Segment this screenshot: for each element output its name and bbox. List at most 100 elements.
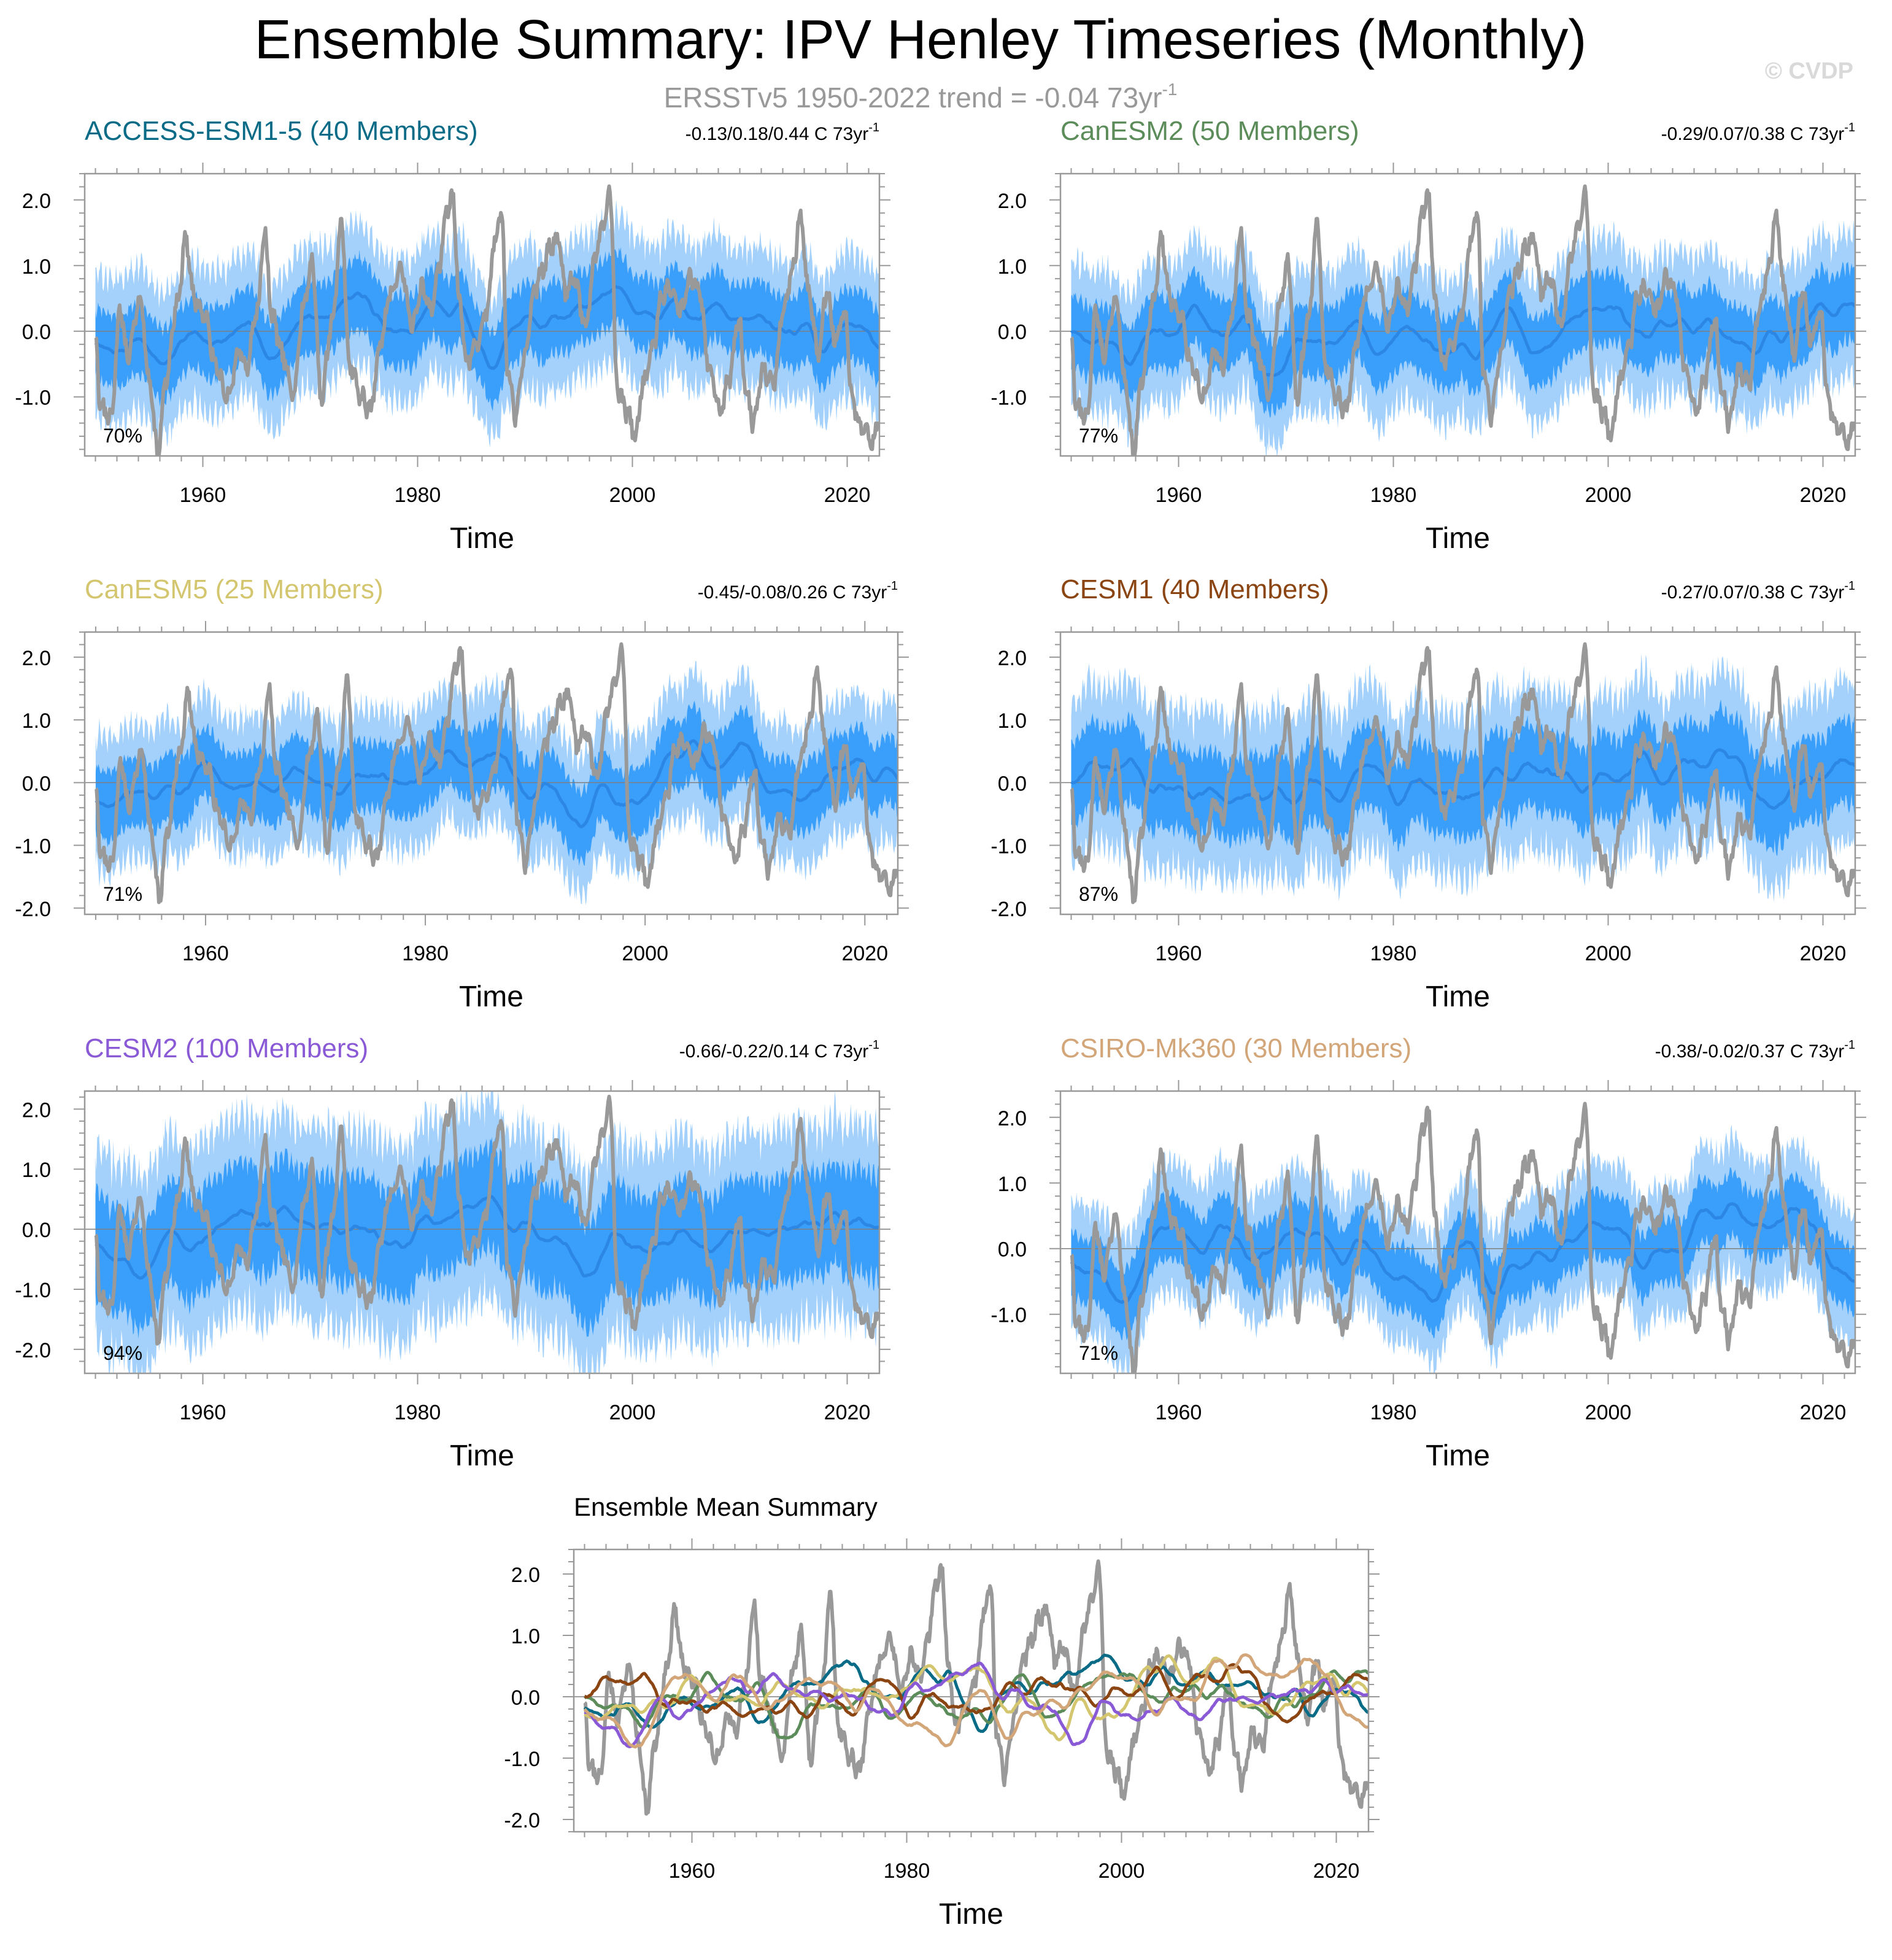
- panels-group: -1.0 0.0 1.0 2.0 1960 1980 2000 2020 Time ACCESS-…: [15, 116, 1866, 1931]
- x-tick-label: 2000: [1585, 484, 1632, 507]
- x-tick-label: 1980: [395, 1401, 441, 1424]
- x-tick-label: 1980: [1370, 1401, 1417, 1424]
- x-tick-label: 1960: [1156, 484, 1202, 507]
- y-tick-label: 2.0: [22, 190, 51, 213]
- trend-text: -0.38/-0.02/0.37 C 73yr: [1655, 1041, 1845, 1062]
- trend-label: -0.66/-0.22/0.14 C 73yr-1: [679, 1038, 879, 1062]
- subtitle-superscript: -1: [1162, 80, 1177, 99]
- trend-label: -0.13/0.18/0.44 C 73yr-1: [685, 121, 879, 144]
- y-tick-label: -1.0: [990, 835, 1027, 858]
- x-tick-label: 1980: [1370, 942, 1417, 965]
- x-tick-label: 2020: [1800, 1401, 1847, 1424]
- plot-area: [1060, 1102, 1855, 1373]
- x-tick-label: 2020: [1313, 1859, 1360, 1883]
- y-tick-label: -2.0: [990, 898, 1027, 921]
- panel-title: CESM1 (40 Members): [1060, 574, 1329, 604]
- trend-label: -0.29/0.07/0.38 C 73yr-1: [1661, 121, 1855, 144]
- y-tick-label: 2.0: [998, 1107, 1027, 1130]
- y-tick-label: 0.0: [22, 1219, 51, 1242]
- y-tick-label: -1.0: [15, 387, 51, 410]
- x-tick-label: 1980: [1370, 484, 1417, 507]
- x-tick-label: 2020: [824, 1401, 871, 1424]
- chart-panel-5: -2.0 -1.0 0.0 1.0 2.0 1960 1980 2000 2020 Time CES…: [15, 1033, 890, 1472]
- chart-panel-6: -1.0 0.0 1.0 2.0 1960 1980 2000 2020 Time CSIRO-M…: [990, 1033, 1866, 1472]
- ensemble-mean-line: [1070, 748, 1855, 810]
- y-tick-label: 2.0: [22, 647, 51, 670]
- plot-area: [1060, 642, 1855, 905]
- trend-superscript: -1: [1844, 121, 1855, 134]
- x-axis-label: Time: [1426, 981, 1490, 1013]
- y-tick-label: -1.0: [990, 387, 1027, 410]
- ensemble-mean-line: [1070, 1202, 1855, 1304]
- y-tick-label: 2.0: [22, 1098, 51, 1122]
- trend-superscript: -1: [868, 1038, 879, 1052]
- panel-title: ACCESS-ESM1-5 (40 Members): [85, 116, 478, 146]
- x-tick-label: 1960: [669, 1859, 716, 1883]
- x-tick-label: 2020: [841, 942, 888, 965]
- x-axis-label: Time: [1426, 1440, 1490, 1472]
- subtitle-text: ERSSTv5 1950-2022 trend = -0.04 73yr: [664, 82, 1162, 114]
- y-tick-label: 1.0: [22, 1159, 51, 1182]
- percent-label: 87%: [1079, 883, 1118, 905]
- x-tick-label: 2000: [1099, 1859, 1145, 1883]
- panel-title: CanESM5 (25 Members): [85, 574, 384, 604]
- ensemble-mean-line-6: [583, 1653, 1369, 1749]
- x-tick-label: 2020: [1800, 484, 1847, 507]
- ensemble-band-inner: [1071, 699, 1855, 856]
- y-tick-label: -2.0: [15, 1339, 51, 1362]
- trend-label: -0.45/-0.08/0.26 C 73yr-1: [698, 579, 898, 603]
- trend-superscript: -1: [1844, 579, 1855, 593]
- trend-text: -0.13/0.18/0.44 C 73yr: [685, 124, 869, 144]
- observed-line: [1070, 642, 1855, 905]
- x-tick-label: 1960: [1156, 1401, 1202, 1424]
- x-tick-label: 2000: [609, 1401, 656, 1424]
- x-axis-label: Time: [459, 981, 523, 1013]
- plot-area: [85, 1091, 879, 1373]
- panel-title: CanESM2 (50 Members): [1060, 116, 1359, 146]
- ensemble-mean-line: [94, 285, 879, 370]
- chart-panel-4: -2.0 -1.0 0.0 1.0 2.0 1960 1980 2000 2020 Time CES…: [990, 574, 1866, 1013]
- x-tick-label: 2020: [1800, 942, 1847, 965]
- panel-title: CSIRO-Mk360 (30 Members): [1060, 1033, 1411, 1063]
- ensemble-mean-line-4: [584, 1663, 1369, 1724]
- trend-superscript: -1: [1844, 1038, 1855, 1052]
- percent-label: 77%: [1079, 425, 1118, 447]
- percent-label: 71%: [103, 883, 142, 905]
- y-tick-label: 0.0: [22, 321, 51, 344]
- x-tick-label: 1960: [1156, 942, 1202, 965]
- ensemble-mean-line: [1070, 302, 1855, 377]
- observed-line: [583, 1559, 1369, 1816]
- plot-area: [1060, 184, 1855, 456]
- trend-label: -0.38/-0.02/0.37 C 73yr-1: [1655, 1038, 1855, 1062]
- trend-superscript: -1: [887, 579, 898, 593]
- y-tick-label: -1.0: [990, 1304, 1027, 1327]
- x-axis-label: Time: [450, 522, 514, 555]
- y-tick-label: 1.0: [22, 709, 51, 733]
- x-tick-label: 2020: [824, 484, 871, 507]
- trend-label: -0.27/0.07/0.38 C 73yr-1: [1661, 579, 1855, 603]
- y-tick-label: 1.0: [998, 1173, 1027, 1196]
- x-axis-label: Time: [450, 1440, 514, 1472]
- y-tick-label: 2.0: [998, 647, 1027, 670]
- y-tick-label: 0.0: [998, 772, 1027, 795]
- y-tick-label: 1.0: [511, 1625, 540, 1648]
- y-tick-label: -1.0: [15, 1279, 51, 1302]
- figure-subtitle: ERSSTv5 1950-2022 trend = -0.04 73yr-1: [664, 80, 1178, 114]
- x-tick-label: 2000: [1585, 1401, 1632, 1424]
- y-tick-label: -1.0: [504, 1748, 540, 1771]
- trend-text: -0.27/0.07/0.38 C 73yr: [1661, 582, 1845, 603]
- x-tick-label: 2000: [609, 484, 656, 507]
- y-tick-label: 2.0: [998, 190, 1027, 213]
- x-tick-label: 1980: [395, 484, 441, 507]
- ensemble-band-inner: [95, 247, 879, 411]
- y-tick-label: -2.0: [504, 1809, 540, 1832]
- ensemble-mean-line-1: [583, 1653, 1369, 1734]
- observed-line: [1070, 184, 1855, 456]
- trend-superscript: -1: [868, 121, 879, 134]
- observed-line: [94, 184, 879, 456]
- plot-area: [85, 642, 898, 905]
- x-tick-label: 1960: [180, 484, 226, 507]
- observed-line: [94, 642, 898, 905]
- trend-text: -0.45/-0.08/0.26 C 73yr: [698, 582, 887, 603]
